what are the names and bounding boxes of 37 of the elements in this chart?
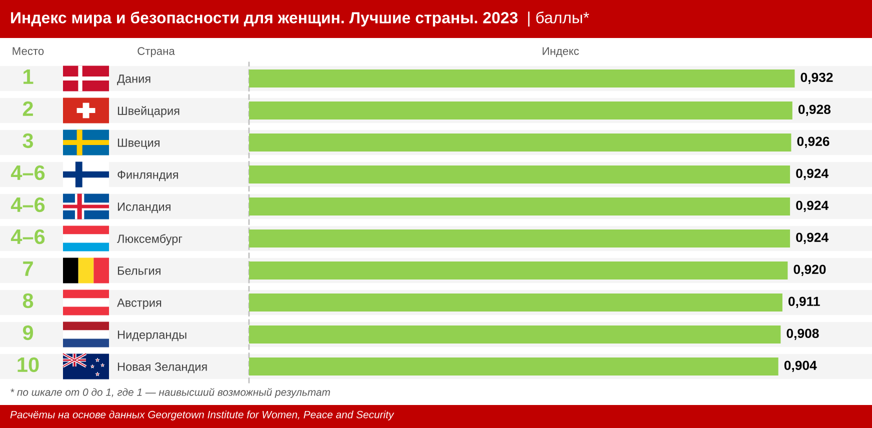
y-tick-label: Люксембург bbox=[117, 234, 182, 246]
data-label: 0,911 bbox=[788, 296, 820, 308]
text: 3 bbox=[22, 133, 34, 148]
y-tick-label: Австрия bbox=[117, 298, 162, 310]
y-tick-label: Финляндия bbox=[118, 170, 178, 182]
data-label: 0,926 bbox=[797, 136, 830, 148]
y-tick-label: Дания bbox=[117, 74, 150, 86]
text: Место bbox=[12, 47, 44, 55]
data-label: 0,924 bbox=[796, 232, 829, 244]
y-tick-label: Нидерланды bbox=[118, 330, 186, 342]
text: 8 bbox=[22, 293, 34, 308]
data-label: 0,924 bbox=[796, 168, 829, 180]
data-label: 0,924 bbox=[796, 200, 829, 212]
data-label: 0,904 bbox=[784, 360, 817, 372]
text: 1 bbox=[24, 70, 34, 84]
text: 7 bbox=[23, 262, 33, 276]
text: 2 bbox=[22, 101, 33, 116]
y-tick-label: Новая Зеландия bbox=[118, 362, 207, 374]
y-tick-label: Исландия bbox=[118, 202, 170, 214]
text: Страна bbox=[138, 47, 175, 58]
text: 9 bbox=[22, 325, 34, 340]
y-tick-label: Швеция bbox=[118, 138, 160, 150]
text: * по шкале от 0 до 1, где 1 — наивысший возможный результат bbox=[10, 388, 330, 398]
y-tick-label: Швейцария bbox=[118, 106, 180, 118]
y-tick-label: Бельгия bbox=[118, 266, 160, 275]
chart-subtitle: | баллы* bbox=[528, 11, 590, 27]
data-label: 0,932 bbox=[800, 72, 833, 84]
chart-title: Индекс мира и безопасности для женщин. Лучшие страны. 2023 bbox=[11, 11, 518, 27]
text: 4–6 bbox=[10, 165, 45, 180]
data-label: 0,908 bbox=[786, 328, 819, 340]
text: Расчёты на основе данных Georgetown Institute for Women, Peace and Security bbox=[10, 410, 394, 420]
text: 10 bbox=[18, 357, 39, 372]
text: 4–6 bbox=[10, 229, 45, 244]
text: 4–6 bbox=[10, 197, 45, 212]
x-axis-title: Индекс bbox=[542, 47, 579, 58]
data-label: 0,920 bbox=[794, 264, 826, 276]
data-label: 0,928 bbox=[798, 104, 831, 116]
